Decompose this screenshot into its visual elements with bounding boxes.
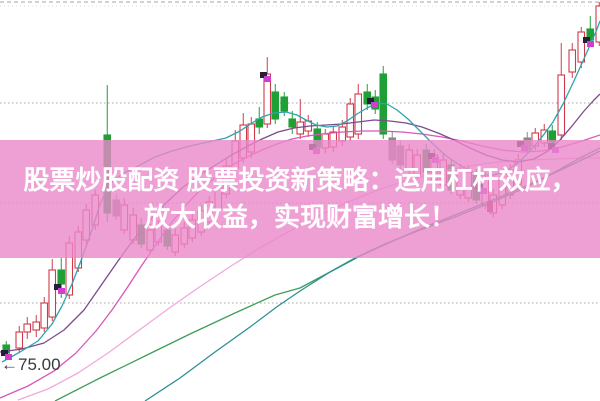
price-label: ←75.00 [1,355,61,374]
promo-banner: 股票炒股配资 股票投资新策略：运用杠杆效应， 放大收益，实现财富增长！ [0,140,600,258]
promo-banner-line2: 放大收益，实现财富增长！ [143,201,456,232]
promo-banner-line1: 股票炒股配资 股票投资新策略：运用杠杆效应， [23,164,577,195]
